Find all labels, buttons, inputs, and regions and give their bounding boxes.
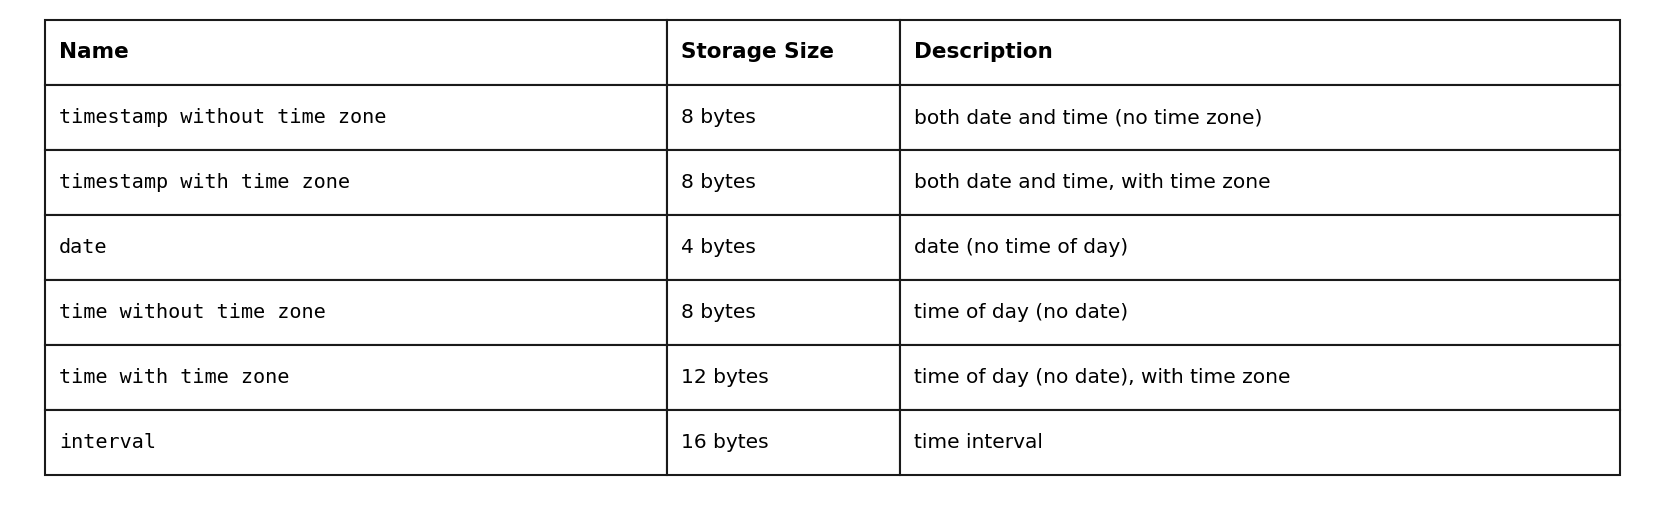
Text: time of day (no date): time of day (no date): [914, 303, 1128, 322]
Text: Storage Size: Storage Size: [681, 42, 834, 63]
Text: time without time zone: time without time zone: [58, 303, 326, 322]
Bar: [45, 215, 667, 280]
Bar: [45, 410, 667, 475]
Bar: [900, 215, 1619, 280]
Bar: [667, 20, 900, 85]
Bar: [667, 85, 900, 150]
Text: both date and time, with time zone: both date and time, with time zone: [914, 173, 1270, 192]
Text: date: date: [58, 238, 108, 257]
Bar: [667, 280, 900, 345]
Text: Name: Name: [58, 42, 128, 63]
Text: Description: Description: [914, 42, 1052, 63]
Text: interval: interval: [58, 433, 156, 452]
Text: time with time zone: time with time zone: [58, 368, 290, 387]
Bar: [667, 345, 900, 410]
Bar: [667, 150, 900, 215]
Text: 4 bytes: 4 bytes: [681, 238, 755, 257]
Bar: [45, 20, 667, 85]
Bar: [45, 280, 667, 345]
Bar: [900, 410, 1619, 475]
Bar: [45, 345, 667, 410]
Bar: [667, 215, 900, 280]
Bar: [45, 85, 667, 150]
Text: 8 bytes: 8 bytes: [681, 108, 755, 127]
Bar: [900, 280, 1619, 345]
Text: 8 bytes: 8 bytes: [681, 303, 755, 322]
Text: both date and time (no time zone): both date and time (no time zone): [914, 108, 1261, 127]
Text: 12 bytes: 12 bytes: [681, 368, 769, 387]
Text: 16 bytes: 16 bytes: [681, 433, 769, 452]
Bar: [900, 150, 1619, 215]
Text: 8 bytes: 8 bytes: [681, 173, 755, 192]
Text: time interval: time interval: [914, 433, 1042, 452]
Bar: [900, 85, 1619, 150]
Bar: [45, 150, 667, 215]
Bar: [900, 20, 1619, 85]
Text: timestamp without time zone: timestamp without time zone: [58, 108, 386, 127]
Text: date (no time of day): date (no time of day): [914, 238, 1128, 257]
Text: time of day (no date), with time zone: time of day (no date), with time zone: [914, 368, 1290, 387]
Bar: [667, 410, 900, 475]
Bar: [900, 345, 1619, 410]
Text: timestamp with time zone: timestamp with time zone: [58, 173, 349, 192]
